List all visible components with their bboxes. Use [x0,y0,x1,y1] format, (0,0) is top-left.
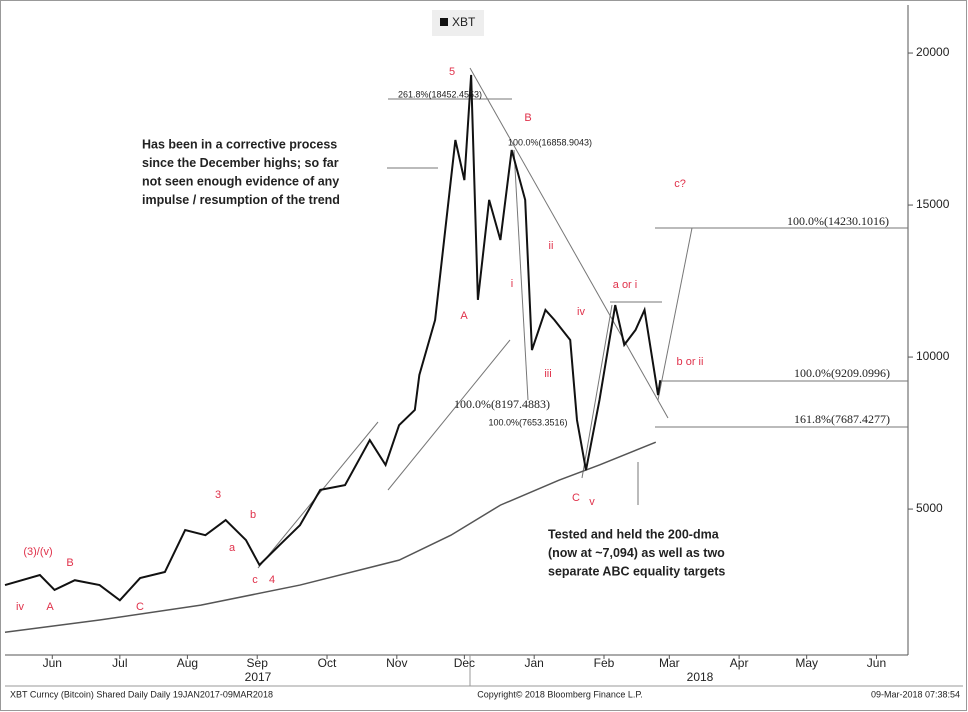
footer-right: 09-Mar-2018 07:38:54 [871,689,960,699]
wave-label: iii [544,368,551,380]
wave-label: A [46,601,54,613]
wave-label: iv [16,601,24,613]
comment: since the December highs; so far [142,156,339,170]
x-tick-label: Nov [386,656,407,670]
x-tick-label: Aug [177,656,198,670]
wave-label: c? [674,178,686,190]
wave-label: b or ii [677,356,704,368]
year-label: 2017 [245,670,272,684]
wave-label: i [511,278,513,290]
fib-label: 100.0%(9209.0996) [794,366,890,380]
footer-center: Copyright© 2018 Bloomberg Finance L.P. [477,689,643,699]
wave-label: C [136,601,144,613]
wave-label: v [589,496,595,508]
y-tick-label: 15000 [916,197,950,211]
legend-label: XBT [452,15,476,29]
x-tick-label: Jan [525,656,544,670]
fib-label: 100.0%(16858.9043) [508,137,592,147]
fib-label: 100.0%(14230.1016) [787,214,889,228]
wave-label: 4 [269,574,275,586]
comment: Tested and held the 200-dma [548,527,720,541]
fib-label: 161.8%(7687.4277) [794,412,890,426]
y-tick-label: 5000 [916,501,943,515]
x-tick-label: Mar [659,656,680,670]
x-tick-label: Jun [43,656,62,670]
x-tick-label: Sep [247,656,269,670]
x-tick-label: Jul [112,656,127,670]
comment: Has been in a corrective process [142,137,337,151]
wave-label: C [572,492,580,504]
y-tick-label: 10000 [916,349,950,363]
wave-label: c [252,574,258,586]
comment: (now at ~7,094) as well as two [548,546,725,560]
fib-label: 100.0%(7653.3516) [488,417,567,427]
moving-average [4,441,657,633]
fib-label: 261.8%(18452.4553) [398,89,482,99]
wave-label: a or i [613,279,637,291]
comment: separate ABC equality targets [548,564,725,578]
comment: impulse / resumption of the trend [142,193,340,207]
comment: not seen enough evidence of any [142,174,339,188]
trendlines [257,67,908,569]
wave-label: (3)/(v) [23,546,52,558]
price-line [4,74,662,602]
wave-label: 5 [449,66,455,78]
wave-label: ii [549,240,554,252]
x-tick-label: Feb [594,656,615,670]
x-tick-label: May [795,656,818,670]
wave-label: b [250,509,256,521]
wave-label: B [524,112,531,124]
wave-label: B [66,557,73,569]
wave-label: iv [577,306,585,318]
x-tick-label: Oct [318,656,337,670]
fib-label: 100.0%(8197.4883) [454,397,550,411]
year-label: 2018 [687,670,714,684]
legend-swatch [440,18,448,26]
wave-label: A [460,310,468,322]
x-tick-label: Jun [867,656,886,670]
footer-left: XBT Curncy (Bitcoin) Shared Daily Daily … [10,689,273,699]
x-tick-label: Apr [730,656,749,670]
y-tick-label: 20000 [916,45,950,59]
wave-label: a [229,542,236,554]
wave-label: 3 [215,489,221,501]
x-tick-label: Dec [454,656,475,670]
